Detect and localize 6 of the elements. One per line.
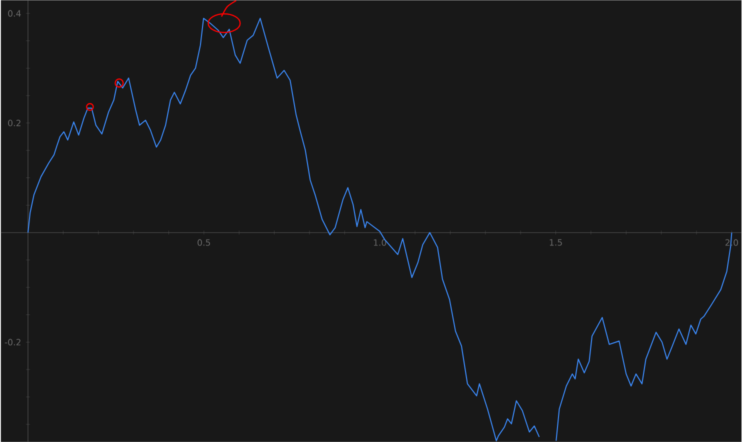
x-tick-label: 1.5 [550, 239, 562, 246]
x-tick-label: 1.0 [374, 239, 386, 246]
y-tick-label: 0.4 [8, 10, 21, 17]
y-tick-label: 0.2 [8, 120, 20, 126]
x-tick-label: 0.5 [198, 239, 210, 246]
y-tick-label: -0.2 [4, 338, 20, 346]
